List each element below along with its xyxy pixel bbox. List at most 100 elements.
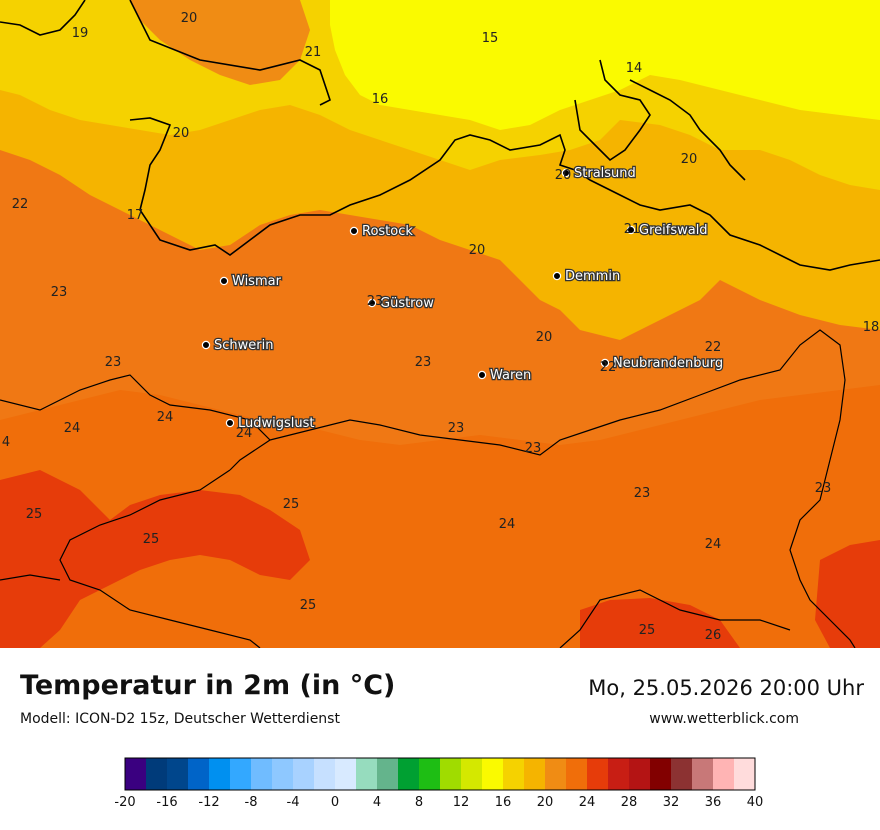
legend-swatch	[125, 758, 147, 790]
city-marker-icon	[552, 271, 562, 281]
isotherm-label: 20	[173, 126, 190, 141]
legend-tick-label: 0	[331, 795, 339, 810]
isotherm-label: 4	[2, 435, 10, 450]
legend-swatch	[608, 758, 630, 790]
city-label: Schwerin	[214, 338, 273, 353]
isotherm-label: 23	[415, 355, 432, 370]
legend-swatch	[167, 758, 189, 790]
legend-swatch	[230, 758, 252, 790]
isotherm-label: 22	[12, 197, 29, 212]
isotherm-label: 15	[482, 31, 499, 46]
isotherm-label: 20	[181, 11, 198, 26]
isotherm-label: 25	[639, 623, 656, 638]
legend-swatch	[398, 758, 420, 790]
legend-swatch	[692, 758, 714, 790]
legend-tick-label: -4	[287, 795, 300, 810]
isotherm-label: 22	[705, 340, 722, 355]
legend-tick-label: -20	[114, 795, 135, 810]
legend-swatch	[356, 758, 378, 790]
city-marker-icon	[225, 418, 235, 428]
coastline-rugen	[574, 59, 746, 181]
isotherm-label: 25	[283, 497, 300, 512]
city-label: Demmin	[565, 269, 620, 284]
city-marker-icon	[477, 370, 487, 380]
legend-swatch	[524, 758, 546, 790]
legend-tick-label: 28	[621, 795, 638, 810]
legend-swatch	[713, 758, 735, 790]
forecast-datetime: Mo, 25.05.2026 20:00 Uhr	[588, 676, 864, 700]
isotherm-label: 23	[367, 294, 384, 309]
legend-tick-label: 12	[453, 795, 470, 810]
city-marker-icon	[219, 276, 229, 286]
isotherm-label: 19	[72, 26, 89, 41]
legend-swatch	[671, 758, 693, 790]
legend-tick-label: 36	[705, 795, 722, 810]
website-link[interactable]: www.wetterblick.com	[649, 711, 799, 727]
legend-tick-label: -12	[198, 795, 219, 810]
legend-swatch	[188, 758, 210, 790]
legend-swatch	[419, 758, 441, 790]
legend-tick-label: 20	[537, 795, 554, 810]
city-demmin: Demmin	[552, 268, 621, 285]
state-border	[0, 329, 856, 648]
city-marker-icon	[367, 298, 377, 308]
legend-swatch	[587, 758, 609, 790]
isotherm-label: 23	[525, 441, 542, 456]
legend-swatch	[650, 758, 672, 790]
city-marker-icon	[600, 358, 610, 368]
isotherm-label: 23	[815, 481, 832, 496]
isotherm-label: 23	[105, 355, 122, 370]
legend-tick-label: 16	[495, 795, 512, 810]
legend-swatch	[734, 758, 756, 790]
isotherm-label: 24	[64, 421, 81, 436]
legend-swatch	[293, 758, 315, 790]
isotherm-label: 14	[626, 61, 643, 76]
city-label: Greifswald	[639, 223, 708, 238]
legend-swatch	[503, 758, 525, 790]
city-ludwigslust: Ludwigslust	[225, 415, 316, 432]
city-label: Rostock	[362, 224, 413, 239]
legend-tick-label: -8	[245, 795, 258, 810]
isotherm-label: 24	[157, 410, 174, 425]
isotherm-label: 24	[705, 537, 722, 552]
isotherm-label: 24	[499, 517, 516, 532]
map-title: Temperatur in 2m (in °C)	[20, 670, 396, 701]
legend-tick-label: 40	[747, 795, 764, 810]
isotherm-label: 16	[372, 92, 389, 107]
legend-tick-label: 4	[373, 795, 381, 810]
isotherm-label: 23	[51, 285, 68, 300]
legend-swatch	[335, 758, 357, 790]
city-marker-icon	[561, 168, 571, 178]
isotherm-label: 24	[236, 426, 253, 441]
city-marker-icon	[201, 340, 211, 350]
legend-swatch	[461, 758, 483, 790]
legend-tick-label: -16	[156, 795, 177, 810]
isotherm-label: 25	[300, 598, 317, 613]
isotherm-label: 26	[705, 628, 722, 643]
city-schwerin: Schwerin	[201, 337, 275, 354]
city-marker-icon	[349, 226, 359, 236]
legend-swatch	[440, 758, 462, 790]
isotherm-label: 18	[863, 320, 880, 335]
coastline	[0, 0, 880, 271]
city-rostock: Rostock	[349, 223, 415, 240]
isotherm-label: 22	[600, 360, 617, 375]
isotherm-label: 20	[555, 168, 572, 183]
legend-tick-label: 8	[415, 795, 423, 810]
city-neubrandenburg: Neubrandenburg	[600, 355, 724, 372]
legend-swatch	[251, 758, 273, 790]
isotherm-label: 25	[26, 507, 43, 522]
legend-swatch	[314, 758, 336, 790]
state-border-south	[0, 469, 261, 648]
city-marker-icon	[626, 225, 636, 235]
city-greifswald: Greifswald	[626, 222, 709, 239]
legend-swatch	[566, 758, 588, 790]
isotherm-label: 25	[143, 532, 160, 547]
isotherm-label: 20	[536, 330, 553, 345]
isotherm-label: 21	[624, 222, 641, 237]
legend-swatch	[545, 758, 567, 790]
legend-swatch	[629, 758, 651, 790]
city-label: Güstrow	[380, 296, 434, 311]
isotherm-label: 20	[469, 243, 486, 258]
legend-swatch	[482, 758, 504, 790]
